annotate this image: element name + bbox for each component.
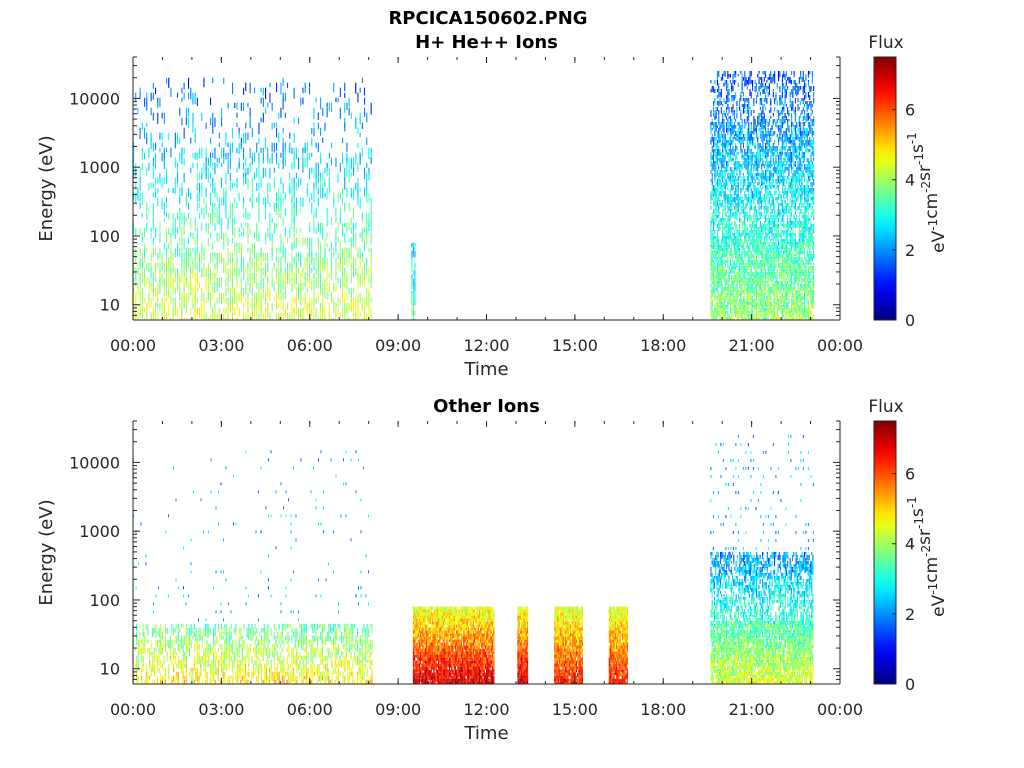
panel-1: H+ He++ Ions 00:00 03:00 06:00 09:00 12:00 15:… (36, 32, 949, 380)
y-tick-label: 1000 (79, 158, 120, 177)
figure-title: RPCICA150602.PNG (388, 8, 587, 29)
x-tick-label: 15:00 (552, 700, 598, 719)
colorbar-tick-label: 6 (905, 101, 915, 120)
x-tick-label: 00:00 (110, 700, 156, 719)
panel-title: Other Ions (433, 396, 540, 417)
data-block (517, 606, 529, 684)
x-tick-label: 15:00 (552, 336, 598, 355)
data-block (133, 77, 372, 320)
colorbar-tick-label: 2 (905, 605, 915, 624)
y-tick-label: 100 (89, 591, 120, 610)
x-tick-label: 12:00 (463, 700, 509, 719)
colorbar: Flux 0 2 4 6 eV-1cm-2sr-1s-1 (868, 397, 949, 694)
x-tick-label: 12:00 (463, 336, 509, 355)
colorbar-tick-label: 4 (905, 171, 915, 190)
y-tick-label: 10 (100, 296, 120, 315)
data-block (412, 606, 495, 684)
x-tick-label: 09:00 (375, 336, 421, 355)
colorbar-tick-label: 0 (905, 675, 915, 694)
data-block (411, 242, 416, 320)
x-tick-label: 09:00 (375, 700, 421, 719)
x-tick-label: 03:00 (198, 700, 244, 719)
colorbar-tick-label: 2 (905, 241, 915, 260)
colorbar: Flux 0 2 4 6 eV-1cm-2sr-1s-1 (868, 33, 949, 330)
colorbar-title: Flux (868, 33, 903, 53)
x-tick-label: 03:00 (198, 336, 244, 355)
x-tick-label: 18:00 (640, 700, 686, 719)
y-tick-label: 10000 (69, 453, 120, 472)
x-tick-label: 00:00 (817, 700, 863, 719)
colorbar-units-label: eV-1cm-2sr-1s-1 (905, 496, 949, 617)
spectrogram-data (133, 71, 815, 320)
data-block (608, 606, 628, 684)
y-tick-label: 1000 (79, 522, 120, 541)
spectrogram-data (133, 435, 814, 684)
colorbar-gradient (873, 420, 897, 685)
panels: H+ He++ Ions 00:00 03:00 06:00 09:00 12:00 15:… (36, 32, 949, 744)
panel-2: Other Ions 00:00 03:00 06:00 09:00 12:00 15:00… (36, 396, 949, 744)
x-tick-label: 18:00 (640, 336, 686, 355)
data-block (554, 606, 583, 684)
x-tick-label: 21:00 (729, 700, 775, 719)
y-tick-label: 10 (100, 660, 120, 679)
colorbar-tick-label: 6 (905, 465, 915, 484)
panel-title: H+ He++ Ions (415, 32, 558, 53)
x-tick-label: 00:00 (110, 336, 156, 355)
x-tick-label: 06:00 (287, 700, 333, 719)
colorbar-gradient (873, 56, 897, 321)
colorbar-title: Flux (868, 397, 903, 417)
x-axis-label: Time (463, 723, 508, 744)
y-tick-label: 100 (89, 227, 120, 246)
colorbar-tick-label: 0 (905, 311, 915, 330)
colorbar-tick-label: 4 (905, 535, 915, 554)
x-tick-label: 21:00 (729, 336, 775, 355)
y-axis-label: Energy (eV) (36, 499, 57, 605)
data-block (710, 71, 815, 320)
x-axis-label: Time (463, 359, 508, 380)
data-block (133, 450, 373, 684)
x-tick-label: 06:00 (287, 336, 333, 355)
y-tick-label: 10000 (69, 89, 120, 108)
colorbar-units-label: eV-1cm-2sr-1s-1 (905, 132, 949, 253)
data-block (710, 435, 814, 684)
y-axis-label: Energy (eV) (36, 135, 57, 241)
x-tick-label: 00:00 (817, 336, 863, 355)
